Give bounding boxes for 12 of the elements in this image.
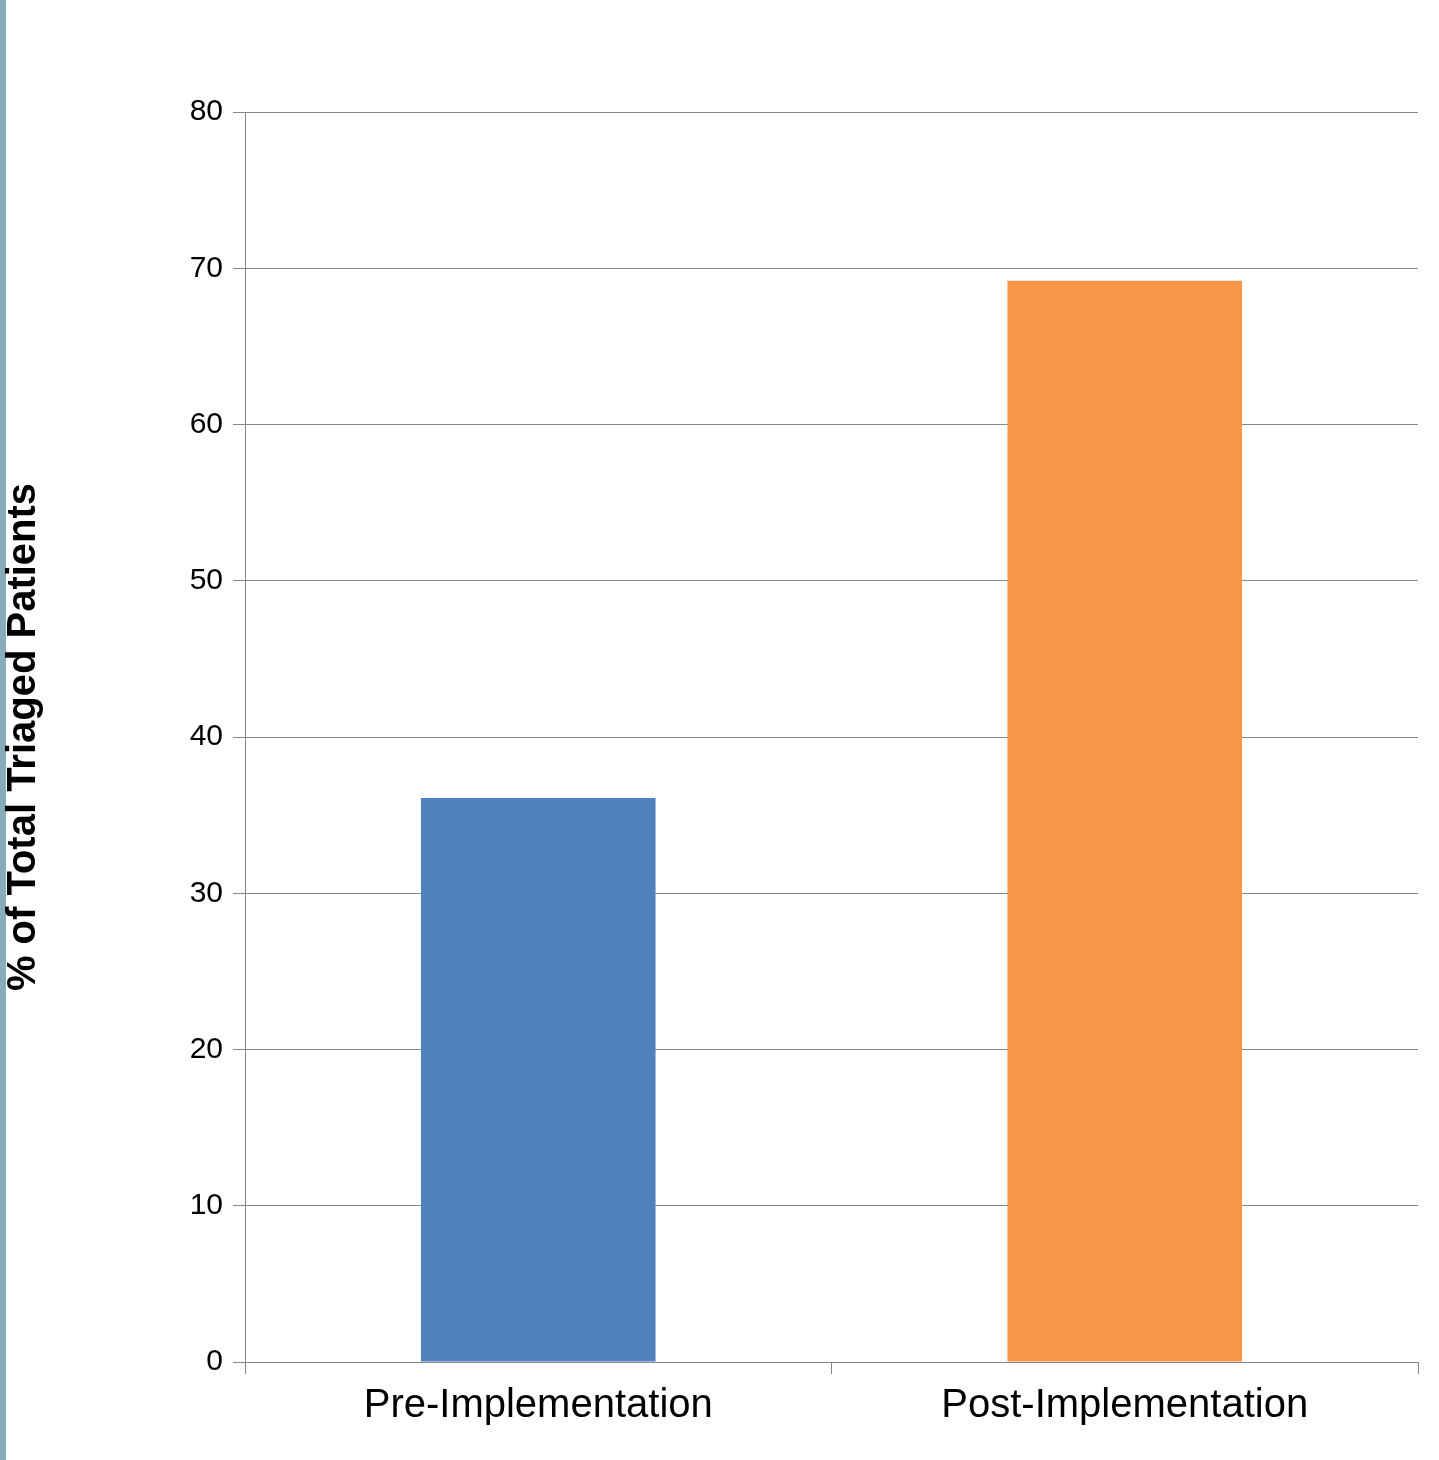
y-tick-label: 40 <box>189 718 223 752</box>
y-tick-label: 60 <box>189 405 223 439</box>
y-tick-label: 20 <box>189 1030 223 1064</box>
y-tick-label: 30 <box>189 874 223 908</box>
y-axis-title: % of Total Triaged Patients <box>0 482 44 992</box>
y-tick-label: 50 <box>189 562 223 596</box>
x-tick-label: Post-Implementation <box>941 1381 1309 1426</box>
y-tick-label: 80 <box>189 93 223 127</box>
y-tick-label: 0 <box>206 1343 223 1377</box>
y-tick-label: 70 <box>189 249 223 283</box>
y-tick-label: 10 <box>189 1187 223 1221</box>
x-tick-label: Pre-Implementation <box>363 1381 713 1426</box>
